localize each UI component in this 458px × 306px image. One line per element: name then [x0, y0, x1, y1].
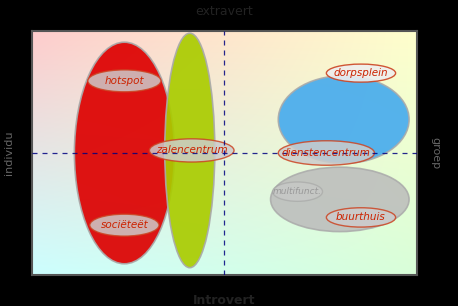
Text: groep: groep [430, 137, 440, 169]
Ellipse shape [327, 64, 396, 82]
Ellipse shape [149, 139, 234, 162]
Text: dienstencentrum: dienstencentrum [282, 148, 371, 158]
Ellipse shape [327, 208, 396, 227]
Text: Introvert: Introvert [193, 294, 256, 306]
Ellipse shape [271, 167, 409, 232]
Text: dorpsplein: dorpsplein [334, 68, 388, 78]
Text: multifunct.: multifunct. [273, 187, 322, 196]
Text: individu: individu [4, 131, 14, 175]
Text: hotspot: hotspot [104, 76, 144, 86]
Text: sociëteët: sociëteët [100, 220, 148, 230]
Text: extravert: extravert [196, 6, 253, 18]
Ellipse shape [273, 182, 322, 201]
Ellipse shape [88, 70, 161, 92]
Ellipse shape [278, 76, 409, 163]
Ellipse shape [74, 42, 174, 264]
Text: zalencentrum: zalencentrum [156, 145, 228, 155]
Text: buurthuis: buurthuis [336, 212, 386, 222]
Ellipse shape [278, 141, 375, 165]
Ellipse shape [90, 214, 159, 236]
Ellipse shape [165, 33, 215, 268]
